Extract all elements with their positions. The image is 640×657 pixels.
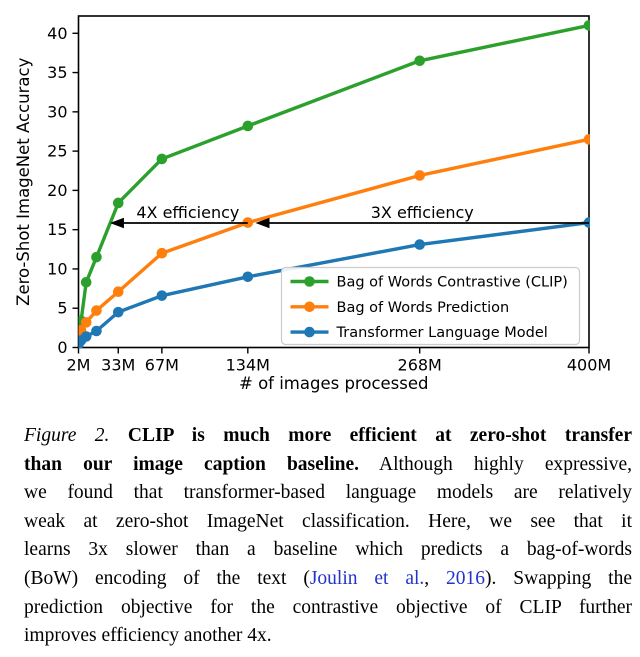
series-layer bbox=[78, 20, 590, 349]
caption-text: CLIP is much more efficient at zero-shot… bbox=[127, 425, 632, 446]
arrowhead-left-icon bbox=[255, 217, 270, 229]
data-point-marker bbox=[583, 20, 590, 31]
data-point-marker bbox=[414, 239, 425, 250]
data-point-marker bbox=[112, 306, 124, 318]
caption-line: (BoW) encoding of the text (Joulin et al… bbox=[24, 565, 632, 594]
legend-entry: Bag of Words Prediction bbox=[290, 300, 510, 316]
y-tick-label: 25 bbox=[47, 142, 67, 161]
series-bow-prediction bbox=[78, 134, 590, 344]
legend-entry: Bag of Words Contrastive (CLIP) bbox=[290, 275, 568, 291]
efficiency-annotation: 3X efficiency bbox=[255, 203, 589, 229]
data-point-marker bbox=[156, 290, 168, 301]
x-tick-label: 67M bbox=[145, 356, 179, 375]
caption-line: learns 3x slower than a baseline which p… bbox=[24, 536, 632, 565]
plot-frame bbox=[77, 15, 590, 349]
legend-dot-marker-icon bbox=[304, 301, 315, 313]
caption-text: improves efficiency another 4x. bbox=[24, 625, 272, 647]
caption-text: we found that transformer-based language… bbox=[24, 482, 632, 504]
figure-caption: Figure 2. CLIP is much more efficient at… bbox=[24, 422, 632, 651]
figure-2-chart: 2M 33M 67M 134M 268M 400M 0 5 10 15 20 25 30 35 40 # of… bbox=[14, 15, 611, 393]
data-point-marker bbox=[80, 331, 92, 342]
data-point-marker bbox=[414, 170, 425, 181]
data-point-marker bbox=[242, 120, 254, 132]
caption-line: than our image caption baseline. Althoug… bbox=[24, 451, 632, 480]
caption-text: Although highly expressive, bbox=[359, 453, 633, 475]
caption-line: prediction objective for the contrastive… bbox=[24, 594, 632, 623]
x-tick-label: 33M bbox=[101, 356, 135, 375]
y-tick-label: 0 bbox=[57, 338, 67, 357]
caption-line: Figure 2. CLIP is much more efficient at… bbox=[24, 422, 632, 451]
x-axis-label: # of images processed bbox=[239, 374, 428, 393]
data-point-marker bbox=[91, 251, 102, 263]
caption-text: prediction objective for the contrastive… bbox=[24, 596, 632, 618]
arrowhead-left-icon bbox=[109, 217, 124, 229]
data-point-marker bbox=[242, 271, 254, 283]
citation-link[interactable]: 2016 bbox=[446, 567, 486, 589]
x-tick-label: 400M bbox=[567, 356, 611, 375]
legend: Bag of Words Contrastive (CLIP) Bag of Wo… bbox=[280, 266, 581, 346]
annotation-label: 3X efficiency bbox=[371, 203, 474, 222]
caption-text: weak at zero-shot ImageNet classificatio… bbox=[24, 510, 632, 532]
caption-text: ). Swapping the bbox=[485, 567, 632, 589]
efficiency-annotation: 4X efficiency bbox=[109, 203, 248, 229]
y-tick-label: 20 bbox=[47, 181, 67, 200]
y-tick-label: 30 bbox=[47, 102, 67, 121]
y-axis-label: Zero-Shot ImageNet Accuracy bbox=[14, 57, 33, 305]
data-point-marker bbox=[80, 276, 92, 288]
legend-entry: Transformer Language Model bbox=[290, 325, 548, 341]
x-tick-label: 2M bbox=[67, 356, 91, 375]
caption-line: improves efficiency another 4x. bbox=[24, 622, 632, 651]
caption-text: (BoW) encoding of the text ( bbox=[24, 567, 310, 589]
series-transformer-lm bbox=[78, 217, 590, 349]
data-point-marker bbox=[91, 325, 102, 337]
data-point-marker bbox=[156, 247, 168, 259]
legend-label: Bag of Words Contrastive (CLIP) bbox=[337, 275, 568, 291]
x-tick-label: 134M bbox=[226, 356, 270, 375]
legend-box bbox=[280, 266, 581, 346]
y-tick-label: 10 bbox=[47, 259, 67, 278]
data-point-marker bbox=[80, 317, 92, 328]
series-clip bbox=[78, 20, 590, 349]
data-point-marker bbox=[112, 286, 124, 298]
clip-efficiency-line-chart: 2M 33M 67M 134M 268M 400M 0 5 10 15 20 25 30 35 40 # of… bbox=[14, 15, 611, 393]
data-point-marker bbox=[91, 305, 102, 316]
legend-label: Bag of Words Prediction bbox=[337, 300, 510, 316]
caption-text bbox=[109, 425, 127, 446]
y-tick-label: 15 bbox=[47, 220, 67, 239]
caption-line: weak at zero-shot ImageNet classificatio… bbox=[24, 508, 632, 537]
legend-dot-marker-icon bbox=[304, 276, 315, 287]
y-tick-label: 40 bbox=[47, 24, 67, 43]
caption-text: Figure 2. bbox=[24, 425, 110, 446]
x-tick-label: 268M bbox=[398, 356, 442, 375]
data-point-marker bbox=[112, 197, 124, 209]
data-point-marker bbox=[156, 153, 168, 165]
caption-line: we found that transformer-based language… bbox=[24, 479, 632, 508]
y-tick-label: 35 bbox=[47, 63, 67, 82]
legend-dot-marker-icon bbox=[304, 326, 315, 338]
data-point-marker bbox=[583, 134, 590, 145]
y-tick-label: 5 bbox=[57, 299, 67, 318]
annotation-label: 4X efficiency bbox=[136, 203, 239, 222]
citation-link[interactable]: Joulin et al. bbox=[309, 567, 425, 589]
caption-text: , bbox=[424, 567, 447, 589]
caption-text: learns 3x slower than a baseline which p… bbox=[24, 539, 632, 561]
legend-label: Transformer Language Model bbox=[336, 325, 548, 341]
caption-text: than our image caption baseline. bbox=[24, 453, 359, 475]
data-point-marker bbox=[414, 55, 425, 67]
